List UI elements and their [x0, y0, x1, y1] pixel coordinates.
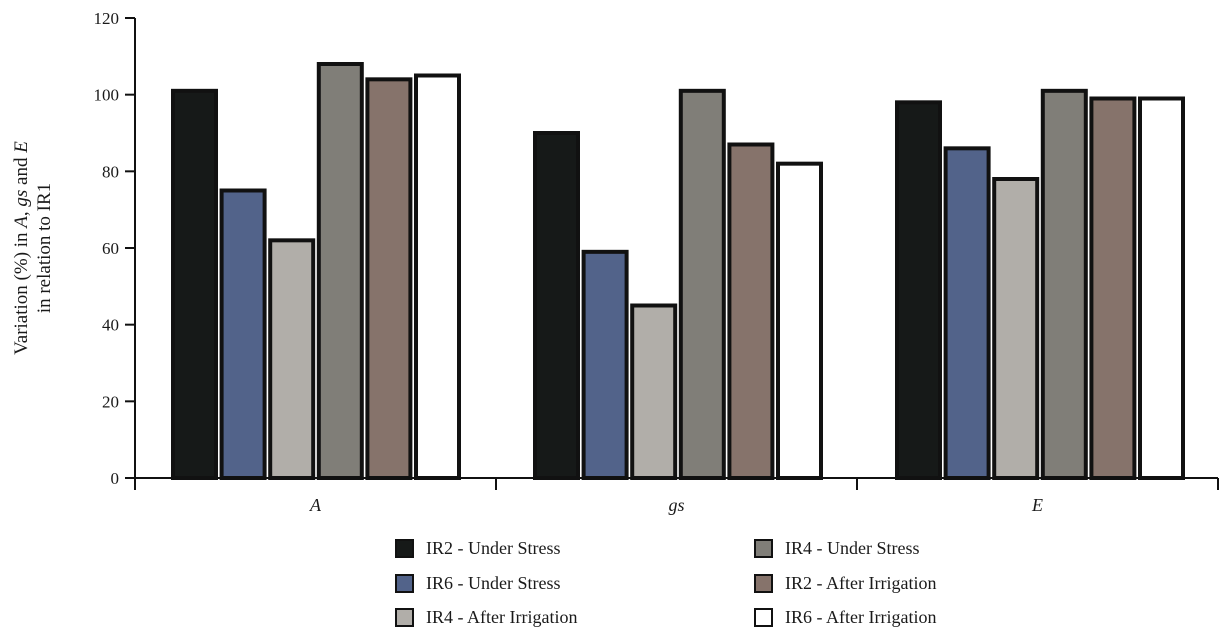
bar-ir4-after-irrigation-e [992, 177, 1040, 480]
bar-ir6-under-stress-gs [581, 249, 629, 480]
bar-ir2-under-stress-e [895, 100, 942, 480]
x-category-label: gs [668, 495, 684, 515]
bar-ir4-after-irrigation-gs [630, 303, 678, 480]
x-category-label: A [309, 495, 322, 515]
bar-ir2-after-irrigation-gs [727, 142, 775, 480]
y-tick-label: 20 [102, 392, 119, 411]
legend-swatch [395, 608, 414, 627]
legend-swatch [395, 574, 414, 593]
bar-ir2-under-stress-a [171, 88, 218, 480]
legend-swatch [754, 539, 773, 558]
legend-label: IR6 - After Irrigation [785, 607, 936, 627]
bar-ir6-after-irrigation-e [1138, 96, 1185, 480]
legend-label: IR2 - After Irrigation [785, 573, 936, 593]
y-axis-title-line1: Variation (%) in A, gs and E [11, 141, 32, 355]
y-tick-label: 100 [94, 86, 120, 105]
bar-ir6-under-stress-e [943, 146, 991, 480]
bar-ir4-under-stress-e [1040, 88, 1088, 480]
legend-label: IR6 - Under Stress [426, 573, 560, 593]
legend-swatch [395, 539, 414, 558]
y-tick-label: 40 [102, 316, 119, 335]
legend-label: IR4 - Under Stress [785, 538, 919, 558]
y-tick-label: 0 [111, 469, 120, 488]
bars-layer [171, 62, 1185, 481]
axes-layer: 0 20 40 60 80 100 120 A gs E [94, 9, 1219, 515]
legend-swatch [754, 574, 773, 593]
legend-label: IR4 - After Irrigation [426, 607, 577, 627]
bar-ir2-after-irrigation-e [1089, 96, 1137, 480]
bar-ir4-under-stress-gs [678, 88, 726, 480]
legend: IR2 - Under Stress IR4 - Under Stress IR6 … [395, 538, 936, 627]
y-tick-label: 80 [102, 162, 119, 181]
y-axis-title-line2: in relation to IR1 [34, 183, 55, 313]
legend-swatch [754, 608, 773, 627]
x-category-label: E [1031, 495, 1043, 515]
bar-ir6-under-stress-a [219, 188, 267, 480]
bar-ir4-under-stress-a [316, 62, 364, 480]
y-tick-label: 60 [102, 239, 119, 258]
bar-ir4-after-irrigation-a [268, 238, 316, 480]
bar-ir6-after-irrigation-a [414, 73, 461, 480]
y-tick-label: 120 [94, 9, 120, 28]
bar-ir6-after-irrigation-gs [776, 161, 823, 481]
bar-ir2-under-stress-gs [533, 131, 580, 480]
y-axis-title: Variation (%) in A, gs and Ein relation … [11, 141, 55, 355]
legend-label: IR2 - Under Stress [426, 538, 560, 558]
bar-ir2-after-irrigation-a [365, 77, 413, 480]
